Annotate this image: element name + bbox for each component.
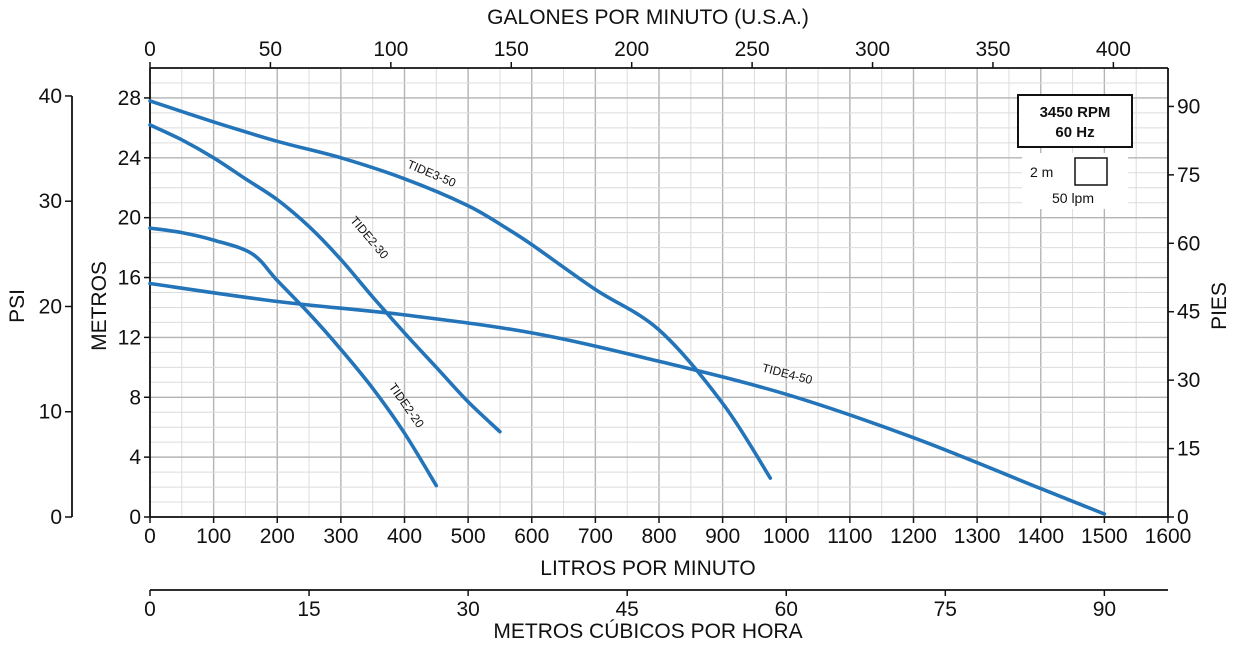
x-tick-label: 700	[578, 525, 613, 548]
curve-tide2-30	[148, 123, 502, 434]
top-tick-label: 50	[259, 38, 282, 61]
x-tick-label: 300	[323, 525, 358, 548]
y-axis-title: METROS	[88, 261, 111, 351]
bottom-axis-title: METROS CÚBICOS POR HORA	[493, 620, 802, 643]
x-tick-label: 400	[387, 525, 422, 548]
pies-tick-label: 30	[1177, 369, 1200, 392]
x-tick-label: 1300	[954, 525, 1001, 548]
curve-tide2-20	[148, 226, 439, 488]
top-tick-label: 250	[735, 38, 770, 61]
x-tick-label: 1100	[827, 525, 872, 548]
grid	[149, 67, 1169, 518]
scale-head-label: 2 m	[1030, 164, 1053, 180]
top-tick-label: 100	[373, 38, 408, 61]
hz-label: 60 Hz	[1055, 124, 1094, 141]
pump-curves	[148, 99, 1107, 516]
psi-tick-label: 20	[39, 295, 62, 318]
bottom-tick-label: 90	[1093, 598, 1116, 621]
x-tick-label: 600	[514, 525, 549, 548]
top-tick-label: 150	[494, 38, 529, 61]
top-tick-label: 350	[975, 38, 1010, 61]
pies-tick-label: 75	[1177, 164, 1200, 187]
pies-tick-label: 15	[1177, 438, 1200, 461]
x-tick-label: 1600	[1145, 525, 1192, 548]
y-tick-label: 8	[129, 386, 141, 409]
x-tick-label: 200	[260, 525, 295, 548]
pies-tick-label: 90	[1177, 95, 1200, 118]
psi-tick-label: 30	[39, 190, 62, 213]
curve-label-tide2-20: TIDE2-20	[386, 380, 427, 430]
y-tick-label: 16	[118, 267, 141, 290]
y-tick-label: 24	[118, 147, 142, 170]
top-tick-label: 200	[614, 38, 649, 61]
x-tick-label: 1200	[890, 525, 937, 548]
x-tick-label: 1000	[763, 525, 810, 548]
grid-scale-square	[1074, 157, 1108, 186]
x-tick-label: 0	[144, 525, 156, 548]
x-axis-title: LITROS POR MINUTO	[540, 557, 755, 580]
curve-label-tide4-50: TIDE4-50	[761, 361, 815, 387]
top-tick-label: 0	[144, 38, 156, 61]
psi-axis-title: PSI	[6, 289, 29, 323]
y-tick-label: 12	[118, 326, 141, 349]
bottom-tick-label: 15	[297, 598, 320, 621]
curve-label-tide3-50: TIDE3-50	[405, 157, 458, 190]
x-tick-label: 1500	[1081, 525, 1128, 548]
pies-axis-title: PIES	[1208, 282, 1231, 330]
pies-tick-label: 60	[1177, 232, 1200, 255]
psi-tick-label: 40	[39, 85, 62, 108]
top-tick-label: 400	[1096, 38, 1131, 61]
rpm-legend-box: 3450 RPM 60 Hz 2 m 50 lpm	[1017, 94, 1133, 209]
curve-labels: TIDE2-20 TIDE2-30 TIDE3-50 TIDE4-50	[347, 157, 814, 431]
psi-tick-label: 0	[50, 506, 62, 529]
y-tick-label: 20	[118, 207, 141, 230]
bottom-tick-label: 60	[775, 598, 798, 621]
x-tick-label: 800	[641, 525, 676, 548]
psi-tick-label: 10	[39, 401, 62, 424]
curve-label-tide2-30: TIDE2-30	[347, 213, 391, 261]
curve-tide4-50	[148, 281, 1107, 516]
pies-tick-label: 45	[1177, 301, 1200, 324]
x-tick-label: 500	[451, 525, 486, 548]
pies-tick-label: 0	[1177, 506, 1189, 529]
rpm-label: 3450 RPM	[1040, 104, 1111, 121]
top-tick-label: 300	[855, 38, 890, 61]
y-tick-label: 28	[118, 87, 141, 110]
scale-flow-label: 50 lpm	[1052, 190, 1094, 206]
x-tick-label: 900	[705, 525, 740, 548]
bottom-tick-label: 75	[934, 598, 957, 621]
curve-tide3-50	[148, 99, 773, 480]
bottom-tick-label: 30	[456, 598, 479, 621]
top-axis-title: GALONES POR MINUTO (U.S.A.)	[487, 6, 809, 29]
y-tick-label: 4	[129, 446, 141, 469]
x-tick-label: 100	[196, 525, 231, 548]
bottom-tick-label: 0	[144, 598, 156, 621]
x-tick-label: 1400	[1017, 525, 1064, 548]
bottom-tick-label: 45	[616, 598, 639, 621]
axes: 0 100 200 300 400 500 600 700 800 900 1000 1100 1200…	[39, 38, 1201, 621]
y-tick-label: 0	[129, 506, 141, 529]
